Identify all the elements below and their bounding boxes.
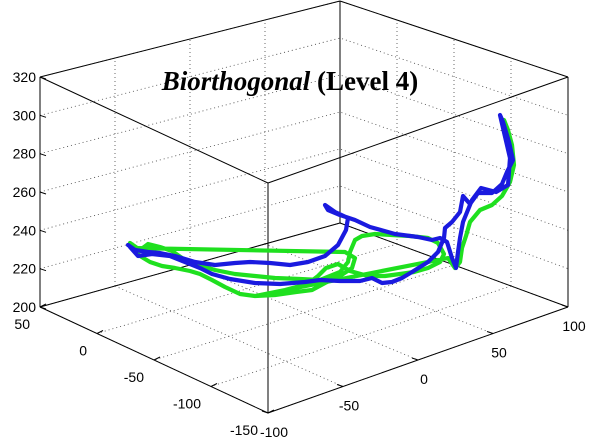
box-edge [39,76,269,184]
y-tick-label: 0 [79,343,87,359]
x-tick-label: 100 [562,318,586,334]
z-tick-mark [39,191,47,195]
z-tick-mark [39,306,47,310]
z-tick-label: 300 [13,107,37,123]
grid-line-y-floor [264,243,494,334]
y-tick-mark [267,409,275,414]
box-edge [267,76,569,184]
x-tick-mark [411,357,419,361]
series-layer [125,112,517,299]
z-tick-mark [39,229,47,233]
x-tick-label: -100 [260,424,288,438]
y-tick-label: -150 [230,422,258,438]
z-tick-label: 220 [13,261,37,277]
grid-line-x-floor [153,264,455,361]
z-tick-label: 260 [13,184,37,200]
box-edge [39,0,341,78]
chart-title: Biorthogonal (Level 4) [161,66,419,96]
z-tick-mark [39,153,47,157]
x-tick-label: 50 [491,345,507,361]
z-tick-label: 320 [13,69,37,85]
z-tick-label: 200 [13,299,37,315]
x-tick-mark [561,304,569,308]
z-tick-mark [39,268,47,272]
y-tick-mark [39,303,47,308]
z-tick-label: 240 [13,222,37,238]
z-tick-mark [39,76,47,80]
series-line-0 [125,112,516,287]
box-edge [339,0,569,78]
x-tick-mark [261,410,269,414]
y-tick-mark [96,330,104,334]
chart-title-normal: (Level 4) [310,66,418,96]
x-tick-mark [486,331,494,334]
y-tick-label: 50 [14,316,30,332]
y-tick-label: -50 [124,369,144,385]
x-tick-label: 0 [420,371,428,387]
grid-line-z [39,185,569,270]
z-tick-mark [39,114,47,118]
x-tick-mark [336,384,344,387]
grid-line-x-floor [210,285,512,387]
y-tick-label: -100 [173,396,201,412]
chart-title-italic: Biorthogonal [161,66,311,96]
y-tick-mark [153,356,161,361]
y-tick-mark [210,383,218,387]
z-tick-label: 280 [13,146,37,162]
x-tick-label: -50 [339,398,359,414]
